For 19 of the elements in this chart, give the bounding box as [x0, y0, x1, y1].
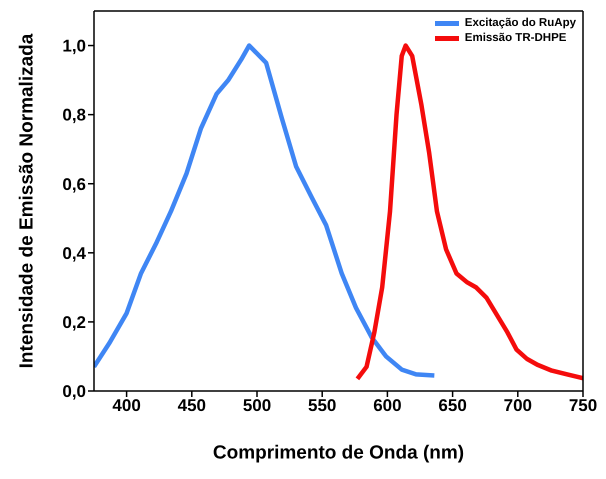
- x-tick-label: 450: [178, 396, 206, 416]
- y-axis-title: Intensidade de Emissão Normalizada: [16, 33, 38, 368]
- y-tick-label: 0,6: [62, 174, 86, 194]
- y-tick-label: 0,8: [62, 106, 86, 125]
- y-tick-label: 0,0: [62, 382, 86, 402]
- x-tick-label: 700: [504, 396, 532, 416]
- y-tick-label: 1,0: [62, 36, 86, 56]
- line-series: [355, 43, 583, 382]
- x-tick-label: 550: [308, 396, 336, 416]
- legend-label: Excitação do RuApy: [464, 16, 576, 31]
- x-tick-label: 500: [242, 396, 272, 416]
- y-tick-label: 0,2: [62, 312, 86, 332]
- legend-label: Emissão TR-DHPE: [464, 31, 566, 46]
- x-tick-label: 600: [373, 396, 402, 416]
- x-tick-label: 750: [568, 396, 598, 416]
- y-tick-label: 0,4: [62, 244, 87, 263]
- x-axis-title: Comprimento de Onda (nm): [212, 442, 464, 464]
- x-tick-label: 400: [112, 396, 141, 416]
- x-tick-label: 650: [438, 396, 467, 416]
